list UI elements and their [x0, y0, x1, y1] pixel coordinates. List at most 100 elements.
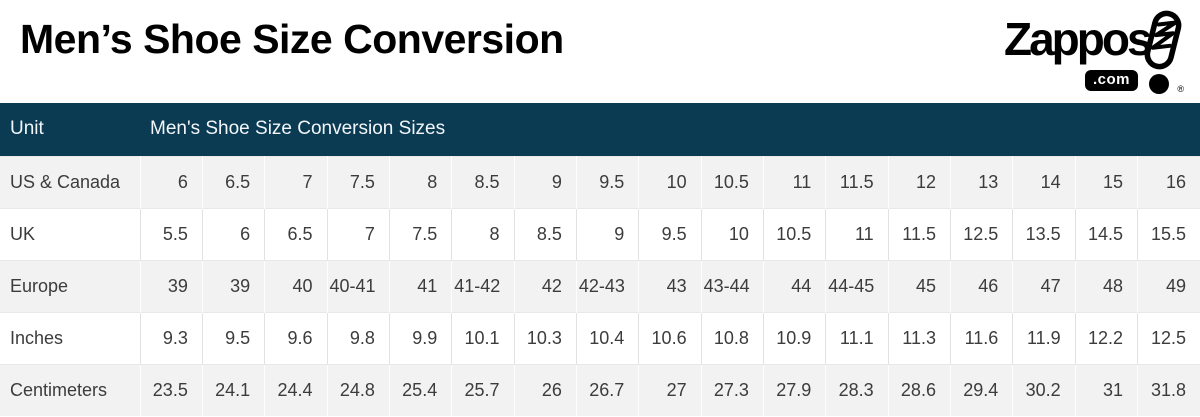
table-row: Europe 39 39 40 40-41 41 41-42 42 42-43 43 43-44 44… [0, 259, 1200, 312]
table-cell: 46 [950, 259, 1014, 312]
shoe-exclamation-icon [1136, 10, 1182, 101]
table-row: Inches 9.3 9.5 9.6 9.8 9.9 10.1 10.3 10.4 10.6 10.… [0, 311, 1200, 364]
table-cell: 8.5 [451, 155, 515, 208]
table-cell: 11 [825, 207, 889, 260]
table-cell: 43-44 [701, 259, 764, 312]
table-cell: 48 [1075, 259, 1139, 312]
table-cell: 25.7 [451, 363, 515, 416]
zappos-logo: Zappos .com ® [1004, 10, 1184, 98]
table-cell: 6 [202, 207, 266, 260]
table-cell: 42-43 [576, 259, 640, 312]
table-cell: 9.5 [202, 311, 266, 364]
page-title: Men’s Shoe Size Conversion [20, 16, 564, 62]
table-cell: 9.5 [576, 155, 640, 208]
table-cell: 27.3 [701, 363, 764, 416]
table-cell: 11.3 [888, 311, 951, 364]
table-cell: 41 [389, 259, 453, 312]
row-label: Centimeters [0, 363, 141, 416]
zappos-dotcom-badge: .com [1084, 70, 1138, 91]
table-cell: 23.5 [140, 363, 203, 416]
table-cell: 29.4 [950, 363, 1014, 416]
table-cell: 10 [638, 155, 702, 208]
table-cell: 6 [140, 155, 203, 208]
table-row: US & Canada 6 6.5 7 7.5 8 8.5 9 9.5 10 10.5 11 11.5 1… [0, 155, 1200, 208]
row-label: Europe [0, 259, 141, 312]
table-cell: 9 [576, 207, 640, 260]
table-cell: 7.5 [389, 207, 453, 260]
table-cell: 26 [514, 363, 577, 416]
table-cell: 7 [264, 155, 328, 208]
table-row: Centimeters 23.5 24.1 24.4 24.8 25.4 25.7 26 26.… [0, 363, 1200, 416]
table-cell: 12.5 [950, 207, 1014, 260]
table-cell: 9.6 [264, 311, 328, 364]
zappos-wordmark: Zappos [1004, 13, 1153, 65]
table-cell: 14 [1012, 155, 1076, 208]
row-label: US & Canada [0, 155, 141, 208]
table-cell: 8 [451, 207, 515, 260]
table-row: UK 5.5 6 6.5 7 7.5 8 8.5 9 9.5 10 10.5 11 11.5 12.5 13.… [0, 207, 1200, 260]
table-cell: 14.5 [1075, 207, 1139, 260]
table-cell: 26.7 [576, 363, 640, 416]
size-conversion-table: Unit Men's Shoe Size Conversion Sizes US… [0, 103, 1200, 416]
table-cell: 11.5 [888, 207, 951, 260]
table-cell: 9 [514, 155, 577, 208]
table-cell: 9.9 [389, 311, 453, 364]
table-cell: 24.8 [327, 363, 390, 416]
table-cell: 39 [202, 259, 266, 312]
table-cell: 28.6 [888, 363, 951, 416]
table-cell: 8 [389, 155, 453, 208]
table-cell: 40-41 [327, 259, 390, 312]
table-cell: 12.2 [1075, 311, 1139, 364]
table-cell: 9.3 [140, 311, 203, 364]
table-cell: 31 [1075, 363, 1139, 416]
table-cell: 10.6 [638, 311, 702, 364]
table-cell: 10.1 [451, 311, 515, 364]
table-cell: 39 [140, 259, 203, 312]
table-cell: 15.5 [1137, 207, 1200, 260]
table-cell: 27.9 [763, 363, 827, 416]
table-cell: 10.3 [514, 311, 577, 364]
table-body: US & Canada 6 6.5 7 7.5 8 8.5 9 9.5 10 10.5 11 11.5 1… [0, 155, 1200, 416]
table-cell: 12.5 [1137, 311, 1200, 364]
sizes-column-header: Men's Shoe Size Conversion Sizes [140, 103, 1200, 156]
table-cell: 11.1 [825, 311, 889, 364]
table-cell: 12 [888, 155, 951, 208]
table-cell: 11 [763, 155, 827, 208]
table-cell: 9.8 [327, 311, 390, 364]
table-cell: 10 [701, 207, 764, 260]
table-cell: 13.5 [1012, 207, 1076, 260]
table-cell: 6.5 [264, 207, 328, 260]
table-header-row: Unit Men's Shoe Size Conversion Sizes [0, 103, 1200, 156]
table-cell: 10.5 [701, 155, 764, 208]
table-cell: 49 [1137, 259, 1200, 312]
table-cell: 16 [1137, 155, 1200, 208]
table-cell: 45 [888, 259, 951, 312]
table-cell: 7 [327, 207, 390, 260]
table-cell: 13 [950, 155, 1014, 208]
table-cell: 47 [1012, 259, 1076, 312]
table-cell: 44 [763, 259, 827, 312]
table-cell: 31.8 [1137, 363, 1200, 416]
table-cell: 6.5 [202, 155, 266, 208]
table-cell: 7.5 [327, 155, 390, 208]
registered-mark: ® [1177, 84, 1184, 94]
table-cell: 11.6 [950, 311, 1014, 364]
table-cell: 42 [514, 259, 577, 312]
table-cell: 10.5 [763, 207, 827, 260]
row-label: Inches [0, 311, 141, 364]
table-cell: 41-42 [451, 259, 515, 312]
table-cell: 15 [1075, 155, 1139, 208]
table-cell: 30.2 [1012, 363, 1076, 416]
table-cell: 24.4 [264, 363, 328, 416]
table-cell: 11.9 [1012, 311, 1076, 364]
table-cell: 9.5 [638, 207, 702, 260]
table-cell: 10.8 [701, 311, 764, 364]
table-cell: 44-45 [825, 259, 889, 312]
table-cell: 25.4 [389, 363, 453, 416]
table-cell: 5.5 [140, 207, 203, 260]
table-cell: 40 [264, 259, 328, 312]
table-cell: 10.9 [763, 311, 827, 364]
table-cell: 8.5 [514, 207, 577, 260]
table-cell: 10.4 [576, 311, 640, 364]
